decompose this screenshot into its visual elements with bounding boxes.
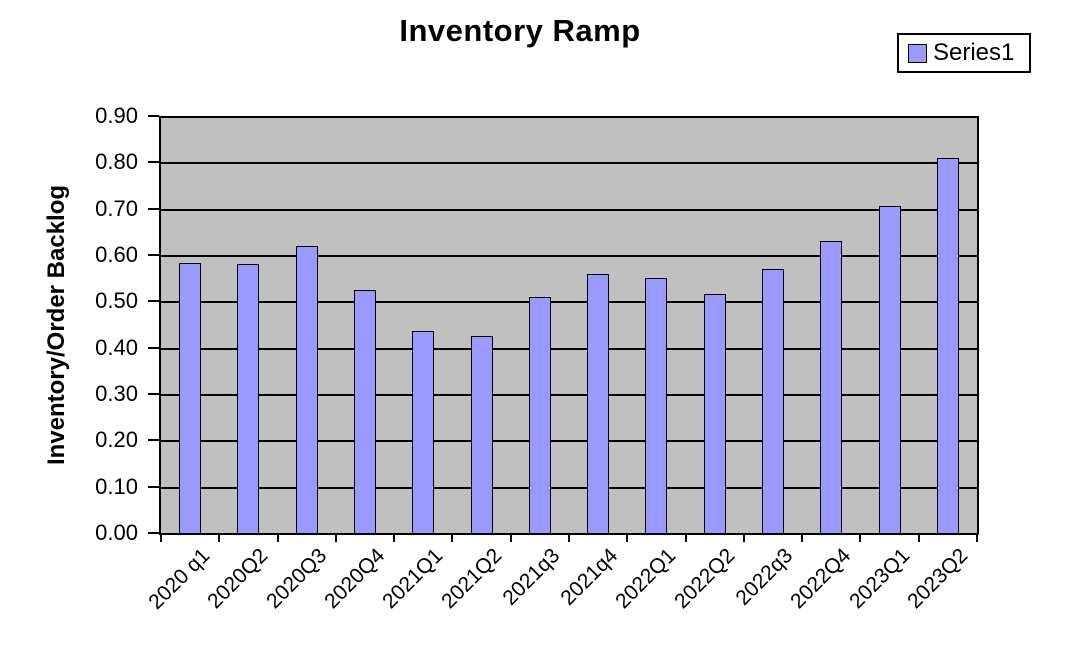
y-tick-mark [148, 115, 159, 117]
x-tick-mark [626, 533, 629, 542]
bar-cell [278, 116, 336, 533]
bar-cell [452, 116, 510, 533]
gridline [161, 440, 977, 443]
x-tick-mark [976, 533, 978, 542]
x-tick-mark [276, 533, 279, 542]
y-tick-mark [148, 485, 159, 488]
bar [470, 336, 493, 533]
bar [528, 296, 551, 533]
x-tick-mark [451, 533, 454, 542]
x-tick-mark [393, 533, 396, 542]
y-tick-label: 0.70 [95, 195, 138, 221]
bar [179, 262, 202, 533]
x-tick-mark [334, 533, 337, 542]
gridline [161, 116, 977, 118]
bar [703, 294, 726, 533]
x-tick-mark [917, 533, 920, 542]
y-tick-mark [148, 300, 159, 303]
x-tick-mark [509, 533, 512, 542]
gridline [161, 162, 977, 165]
y-tick-mark [148, 207, 159, 210]
y-tick-mark [148, 532, 159, 534]
y-tick-label: 0.10 [95, 473, 138, 499]
y-tick-label: 0.20 [95, 427, 138, 453]
bar-cell [860, 116, 918, 533]
bar [353, 289, 376, 533]
gridline [161, 347, 977, 350]
bar-cell [511, 116, 569, 533]
bar [295, 245, 318, 533]
y-tick-mark [148, 346, 159, 349]
y-tick-mark [148, 161, 159, 164]
bar-cell [919, 116, 977, 533]
y-tick-label: 0.40 [95, 334, 138, 360]
bar [761, 268, 784, 533]
gridline [161, 394, 977, 396]
x-tick-label: 2020 q1 [144, 544, 215, 614]
bar [878, 206, 901, 533]
bar-cell [744, 116, 802, 533]
bar-cell [627, 116, 685, 533]
x-tick-mark [568, 533, 570, 542]
x-axis-tick-labels: 2020 q1 2020Q2 2020Q3 2020Q4 2021Q1 2021Q2 202… [144, 544, 977, 662]
y-tick-label: 0.50 [95, 288, 138, 314]
bar [587, 273, 610, 533]
x-tick-mark [859, 533, 862, 542]
y-tick-label: 0.30 [95, 381, 138, 406]
bar-cell [161, 116, 219, 533]
chart-title: Inventory Ramp [399, 13, 641, 48]
gridline [161, 301, 977, 304]
y-tick-label: 0.00 [95, 520, 138, 545]
y-tick-mark [148, 439, 159, 442]
y-tick-label: 0.90 [95, 103, 138, 128]
bar [820, 241, 843, 533]
bar-cell [802, 116, 860, 533]
y-tick-mark [148, 254, 159, 256]
bar-cell [336, 116, 394, 533]
bar-cell [686, 116, 744, 533]
gridline [161, 208, 977, 211]
bar [412, 331, 435, 533]
y-tick-label: 0.60 [95, 242, 138, 267]
legend: Series1 [897, 33, 1031, 73]
x-tick-mark [742, 533, 745, 542]
y-tick-mark [148, 393, 159, 395]
bar-cell [394, 116, 452, 533]
legend-swatch-icon [908, 43, 927, 63]
bar [645, 278, 668, 533]
y-axis-tick-labels: 0.90 0.80 0.70 0.60 0.50 0.40 0.30 0.20 0.10 0.00 [0, 104, 138, 545]
y-tick-label: 0.80 [95, 149, 138, 175]
gridline [161, 486, 977, 489]
x-tick-mark [801, 533, 804, 542]
gridline [161, 255, 977, 257]
bar [936, 157, 959, 533]
bar-series [161, 116, 977, 533]
plot-area [159, 116, 979, 535]
bar [237, 264, 260, 533]
x-tick-mark [218, 533, 221, 542]
x-tick-mark [684, 533, 687, 542]
legend-series-label: Series1 [933, 39, 1015, 66]
bar-cell [219, 116, 277, 533]
x-tick-mark [160, 533, 162, 542]
bar-cell [569, 116, 627, 533]
